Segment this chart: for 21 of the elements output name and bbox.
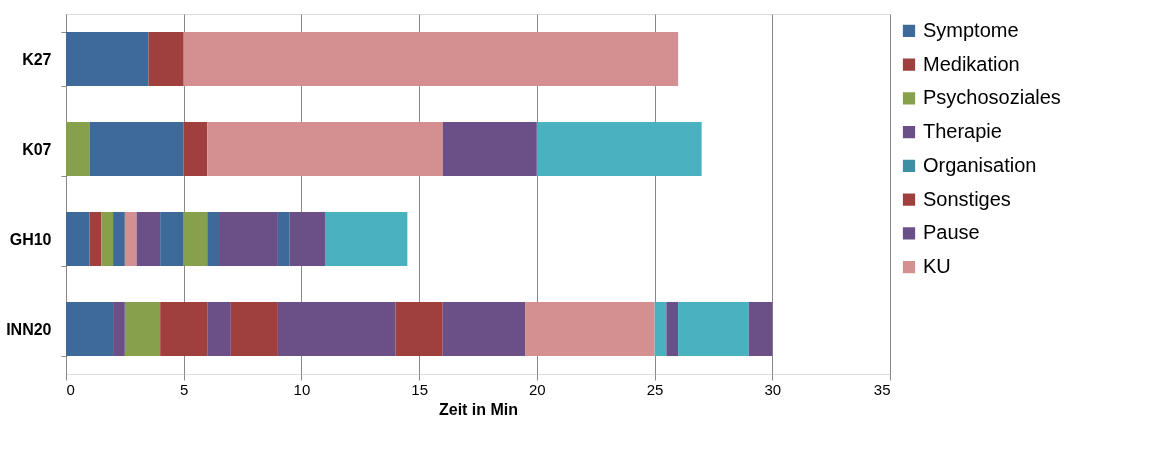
x-tick-label: 30: [764, 380, 782, 398]
legend-label: Sonstiges: [923, 187, 1011, 210]
legend-label: Symptome: [923, 18, 1019, 41]
y-tick-label: INN20: [6, 320, 52, 338]
x-tick-label: 0: [66, 380, 75, 398]
y-tick-label: K07: [22, 140, 52, 158]
legend-label: KU: [923, 255, 951, 278]
legend-label: Medikation: [923, 52, 1020, 75]
x-tick-label: 25: [646, 380, 664, 398]
x-tick-label: 20: [529, 380, 546, 398]
y-tick-label: K27: [22, 50, 52, 68]
legend-label: Pause: [923, 221, 980, 244]
x-tick-label: 15: [411, 380, 428, 398]
x-tick-label: 10: [293, 380, 311, 398]
x-tick-label: 35: [873, 380, 891, 398]
x-tick-label: 5: [180, 380, 189, 398]
y-tick-label: GH10: [9, 230, 52, 248]
legend-label: Psychosoziales: [923, 86, 1061, 109]
legend-label: Therapie: [923, 120, 1002, 143]
x-axis-title: Zeit in Min: [438, 400, 519, 418]
legend-label: Organisation: [923, 153, 1037, 176]
